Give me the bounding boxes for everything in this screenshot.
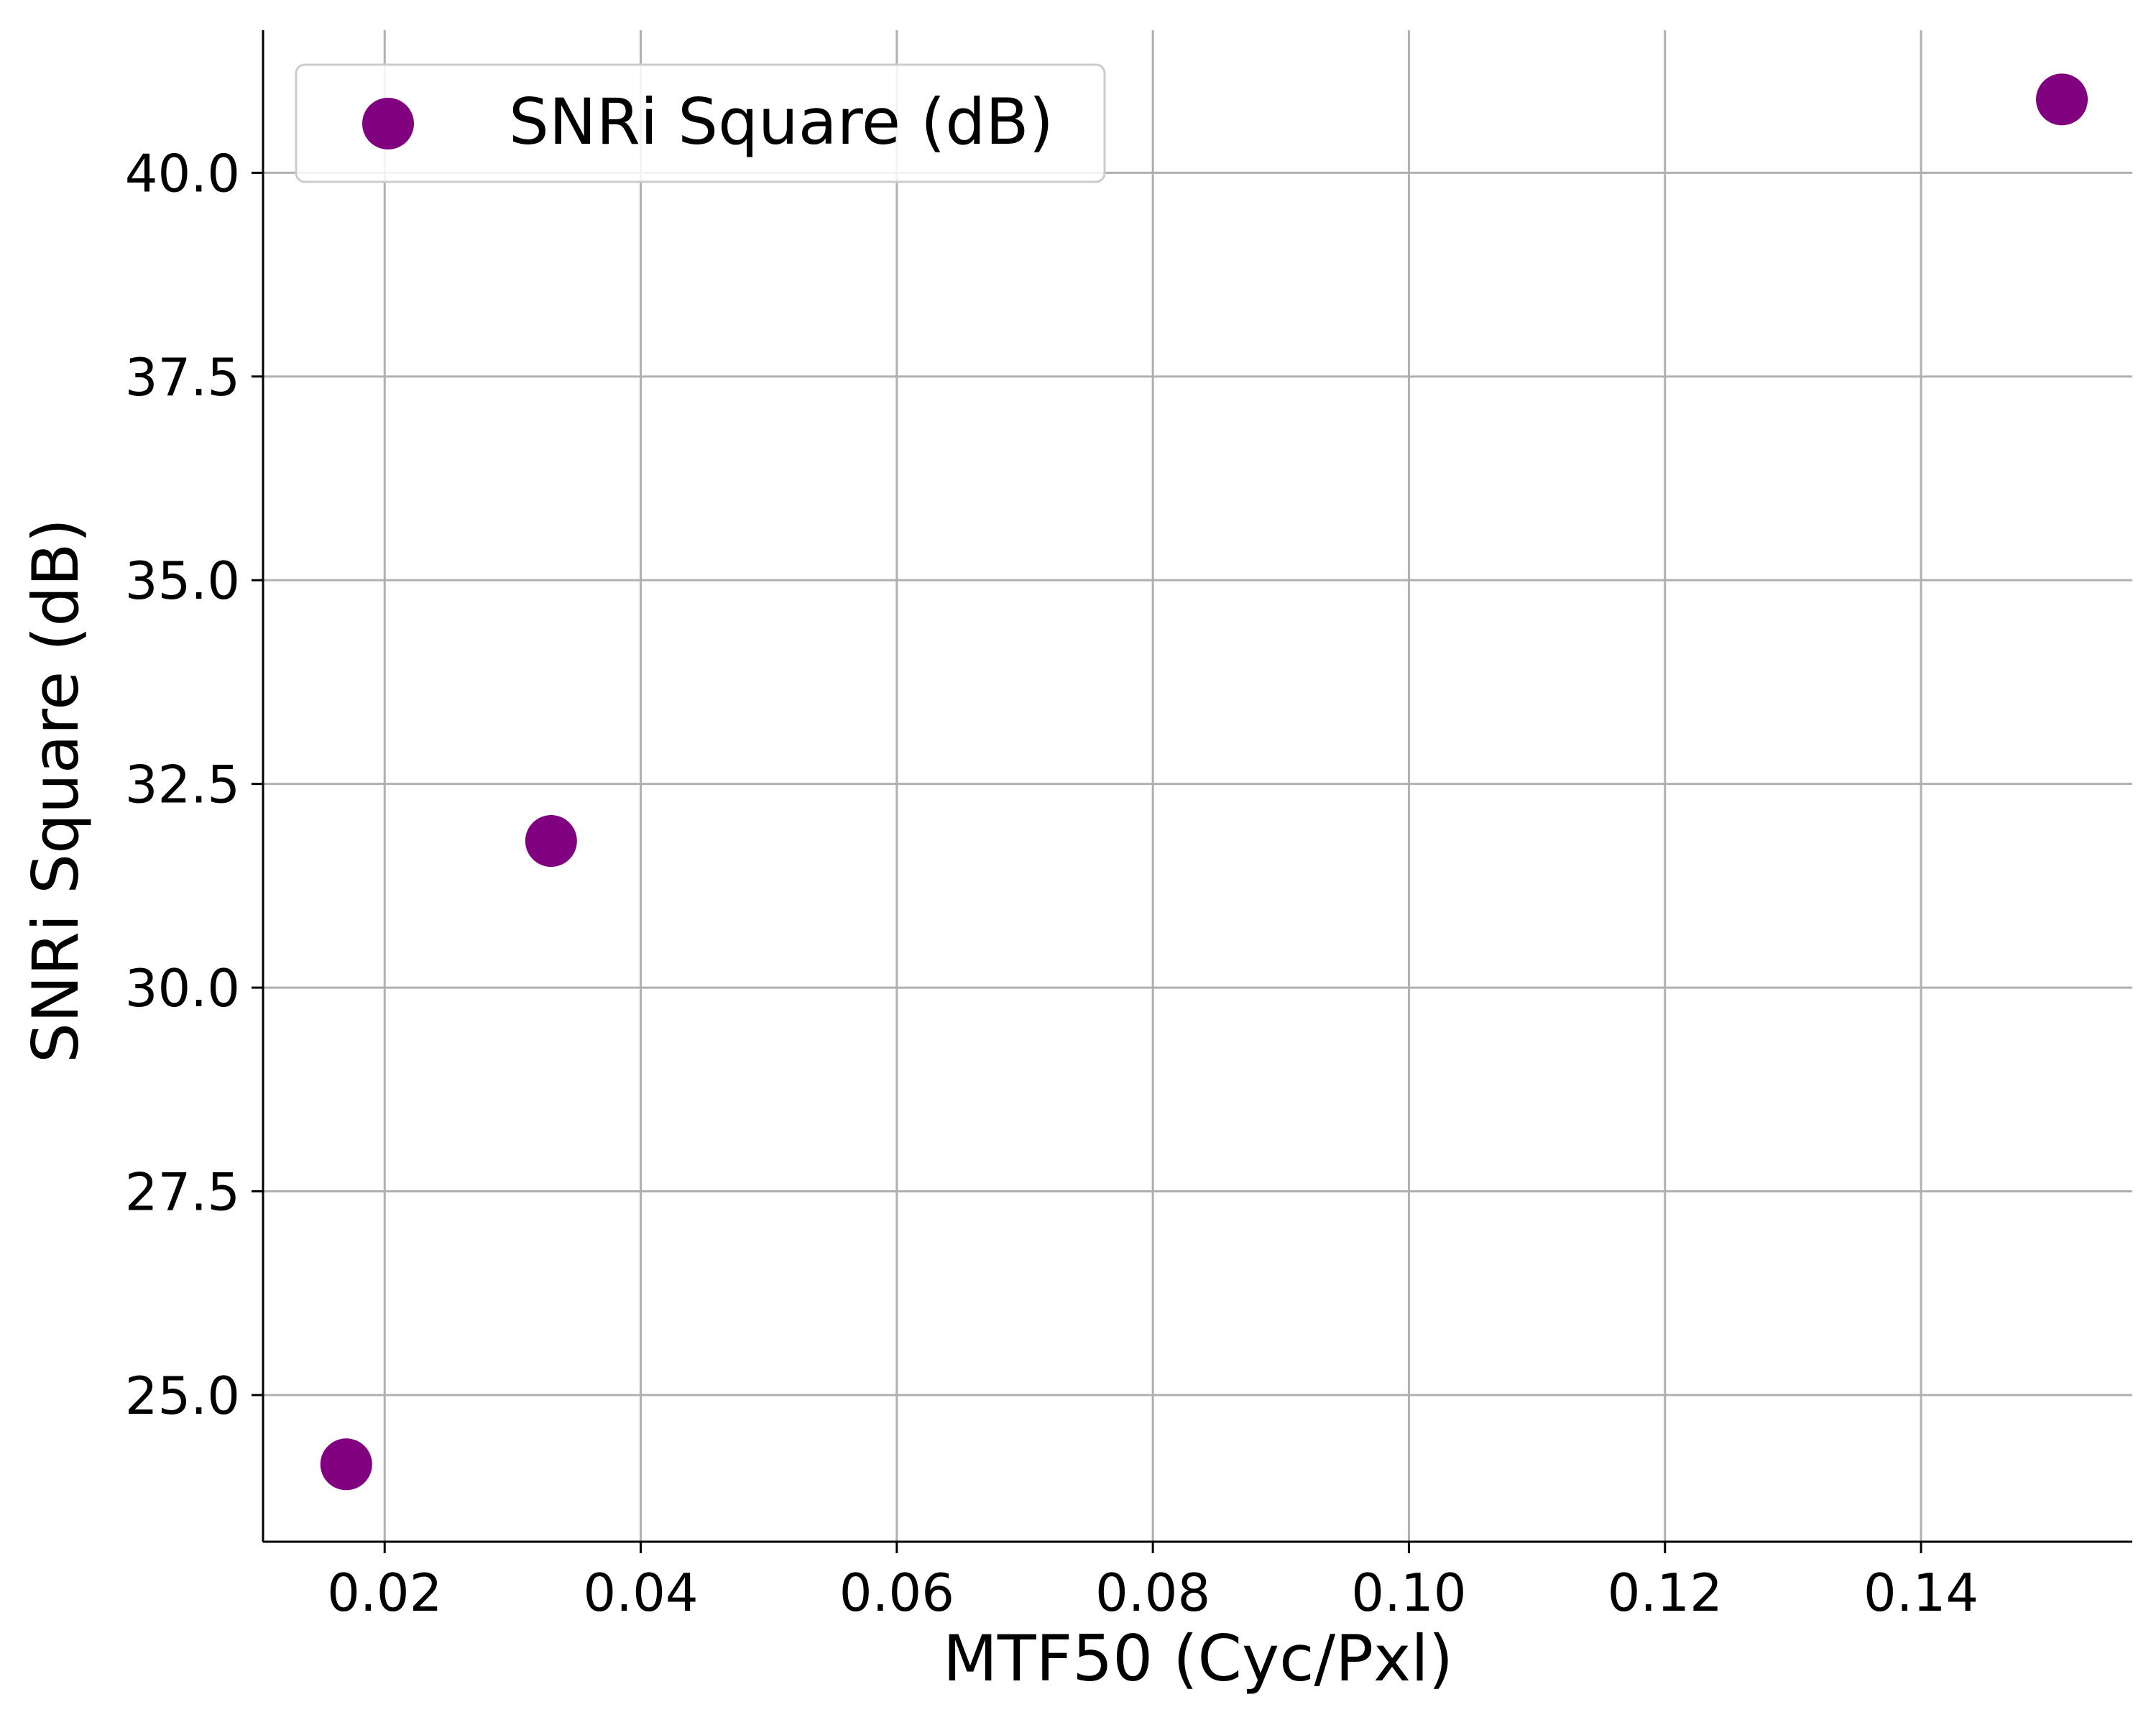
x-tick-label: 0.06 [839,1563,954,1623]
y-tick-label: 25.0 [125,1366,240,1426]
data-point [2036,73,2088,126]
legend-entry-label: SNRi Square (dB) [509,85,1054,159]
x-tick-label: 0.08 [1095,1563,1210,1623]
x-tick-label: 0.10 [1351,1563,1466,1623]
y-tick-label: 37.5 [125,347,240,408]
grid [263,30,2132,1542]
x-tick-label: 0.04 [583,1563,698,1623]
legend: SNRi Square (dB) [295,63,1106,183]
legend-box [295,63,1106,183]
y-tick-label: 32.5 [125,755,240,815]
x-tick-label: 0.02 [327,1563,442,1623]
legend-marker [362,98,414,150]
y-tick-label: 35.0 [125,551,240,611]
axes-spines [262,30,2132,1543]
y-axis-ticks: 25.0 27.5 30.0 32.5 35.0 37.5 40.0 [125,143,263,1426]
x-tick-label: 0.12 [1608,1563,1723,1623]
x-axis-ticks: 0.02 0.04 0.06 0.08 0.10 0.12 0.14 [327,1542,1978,1623]
data-point [525,815,577,868]
x-axis-label: MTF50 (Cyc/Pxl) [943,1622,1453,1696]
y-axis-label: SNRi Square (dB) [19,518,93,1063]
x-tick-label: 0.14 [1864,1563,1978,1623]
y-tick-label: 27.5 [125,1162,240,1223]
data-point [320,1438,372,1491]
y-tick-label: 30.0 [125,958,240,1018]
y-tick-label: 40.0 [125,143,240,203]
data-points [320,73,2088,1491]
